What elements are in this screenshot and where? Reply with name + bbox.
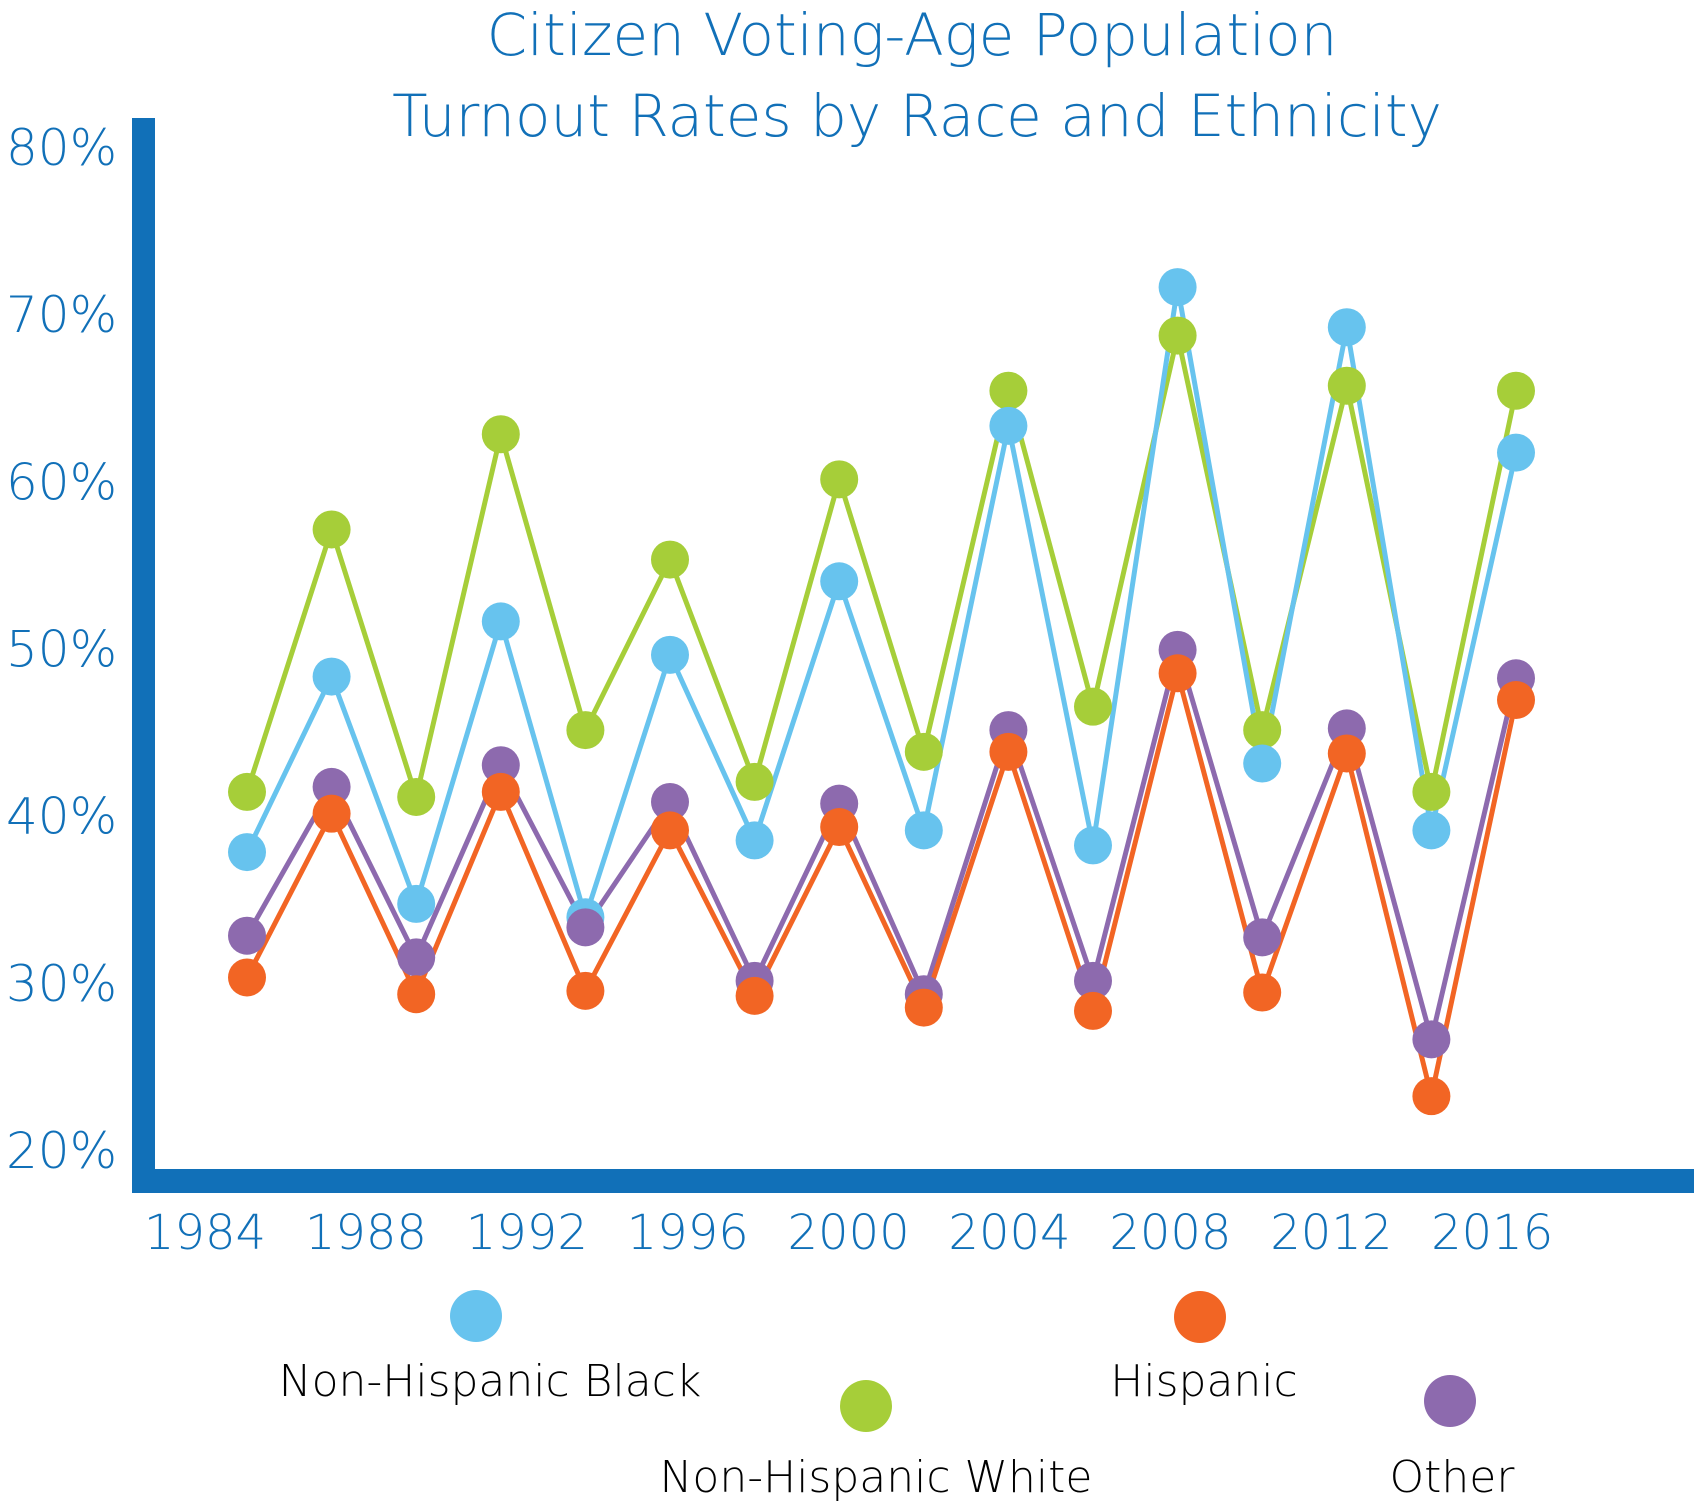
y-axis-tick-labels: 80% 70% 60% 50% 40% 30% 20% bbox=[6, 119, 117, 1180]
data-point bbox=[312, 794, 351, 833]
series-line-non-hispanic-black bbox=[244, 284, 1519, 920]
data-point bbox=[228, 772, 266, 811]
legend-label: Non-Hispanic Black bbox=[279, 1356, 702, 1407]
y-tick-label: 30% bbox=[6, 955, 117, 1013]
legend-item: Other bbox=[1390, 1375, 1516, 1503]
data-point bbox=[312, 767, 351, 806]
series-points bbox=[228, 268, 1535, 1116]
data-point bbox=[820, 808, 859, 847]
data-point bbox=[1243, 918, 1282, 957]
data-point bbox=[989, 371, 1028, 410]
data-point bbox=[1074, 687, 1112, 726]
data-point bbox=[566, 711, 605, 750]
data-point bbox=[397, 975, 436, 1014]
y-tick-label: 20% bbox=[6, 1122, 117, 1180]
data-point bbox=[397, 938, 436, 977]
data-point bbox=[228, 958, 266, 997]
data-point bbox=[904, 732, 943, 771]
data-point bbox=[312, 510, 351, 549]
data-point bbox=[904, 811, 943, 850]
data-point bbox=[1243, 973, 1282, 1012]
data-point bbox=[1158, 654, 1197, 693]
data-point bbox=[1158, 268, 1197, 307]
data-point bbox=[651, 782, 689, 821]
data-point bbox=[397, 884, 436, 923]
x-tick-label: 2008 bbox=[1109, 1205, 1231, 1261]
legend-swatch-icon bbox=[840, 1380, 892, 1432]
x-tick-label: 2016 bbox=[1431, 1205, 1553, 1261]
x-tick-label: 1988 bbox=[305, 1205, 427, 1261]
data-point bbox=[1074, 826, 1112, 865]
y-tick-label: 80% bbox=[6, 119, 117, 177]
data-point bbox=[1243, 744, 1282, 783]
chart-title-line-1: Citizen Voting-Age Population bbox=[487, 1, 1338, 69]
series-line-hispanic bbox=[244, 670, 1519, 1099]
data-point bbox=[1074, 991, 1112, 1030]
data-point bbox=[1158, 316, 1197, 355]
y-tick-label: 50% bbox=[6, 621, 117, 679]
data-point bbox=[735, 821, 774, 860]
data-point bbox=[1074, 961, 1112, 1000]
legend-swatch-icon bbox=[1424, 1375, 1476, 1427]
series-line-non-hispanic-white bbox=[244, 333, 1519, 800]
y-tick-label: 60% bbox=[6, 453, 117, 511]
legend-item: Non-Hispanic White bbox=[660, 1380, 1093, 1503]
data-point bbox=[735, 976, 774, 1015]
x-axis-tick-labels: 1984 1988 1992 1996 2000 2004 2008 2012 2016 bbox=[144, 1205, 1553, 1261]
data-point bbox=[820, 562, 859, 601]
x-tick-label: 1996 bbox=[627, 1205, 749, 1261]
legend-label: Non-Hispanic White bbox=[660, 1452, 1093, 1503]
x-tick-label: 1992 bbox=[466, 1205, 588, 1261]
data-point bbox=[1497, 680, 1535, 719]
data-point bbox=[481, 602, 520, 641]
data-point bbox=[1327, 308, 1366, 347]
data-point bbox=[228, 833, 266, 872]
chart-title: Citizen Voting-Age Population Turnout Ra… bbox=[392, 1, 1442, 150]
data-point bbox=[228, 916, 266, 955]
data-point bbox=[651, 540, 689, 579]
y-axis-line bbox=[132, 118, 155, 1193]
data-point bbox=[904, 988, 943, 1027]
x-axis-line bbox=[132, 1169, 1694, 1193]
y-tick-label: 40% bbox=[6, 788, 117, 846]
legend-swatch-icon bbox=[450, 1290, 502, 1342]
data-point bbox=[1497, 433, 1535, 472]
x-tick-label: 2004 bbox=[948, 1205, 1070, 1261]
data-point bbox=[1327, 734, 1366, 773]
data-point bbox=[566, 971, 605, 1010]
x-tick-label: 1984 bbox=[144, 1205, 266, 1261]
data-point bbox=[1412, 1077, 1451, 1116]
series-lines bbox=[244, 284, 1519, 1099]
data-point bbox=[820, 460, 859, 499]
legend-swatch-icon bbox=[1174, 1291, 1226, 1343]
legend-label: Other bbox=[1390, 1452, 1516, 1503]
x-tick-label: 2012 bbox=[1270, 1205, 1392, 1261]
data-point bbox=[312, 657, 351, 696]
data-point bbox=[651, 811, 689, 850]
data-point bbox=[989, 406, 1028, 445]
data-point bbox=[735, 762, 774, 801]
data-point bbox=[481, 415, 520, 454]
legend-item: Hispanic bbox=[1110, 1291, 1298, 1407]
data-point bbox=[1412, 772, 1451, 811]
data-point bbox=[1497, 371, 1535, 410]
data-point bbox=[566, 908, 605, 947]
data-point bbox=[481, 746, 520, 785]
series-line-other bbox=[244, 647, 1519, 1042]
data-point bbox=[1412, 811, 1451, 850]
data-point bbox=[1412, 1020, 1451, 1059]
chart-title-line-2: Turnout Rates by Race and Ethnicity bbox=[392, 82, 1442, 150]
y-tick-label: 70% bbox=[6, 286, 117, 344]
data-point bbox=[989, 732, 1028, 771]
legend-label: Hispanic bbox=[1110, 1356, 1297, 1407]
legend: Non-Hispanic Black Non-Hispanic White Hisp… bbox=[279, 1290, 1516, 1503]
data-point bbox=[481, 772, 520, 811]
x-tick-label: 2000 bbox=[788, 1205, 910, 1261]
legend-item: Non-Hispanic Black bbox=[279, 1290, 702, 1407]
data-point bbox=[1327, 366, 1366, 405]
data-point bbox=[1243, 711, 1282, 750]
data-point bbox=[651, 635, 689, 674]
data-point bbox=[397, 777, 436, 816]
